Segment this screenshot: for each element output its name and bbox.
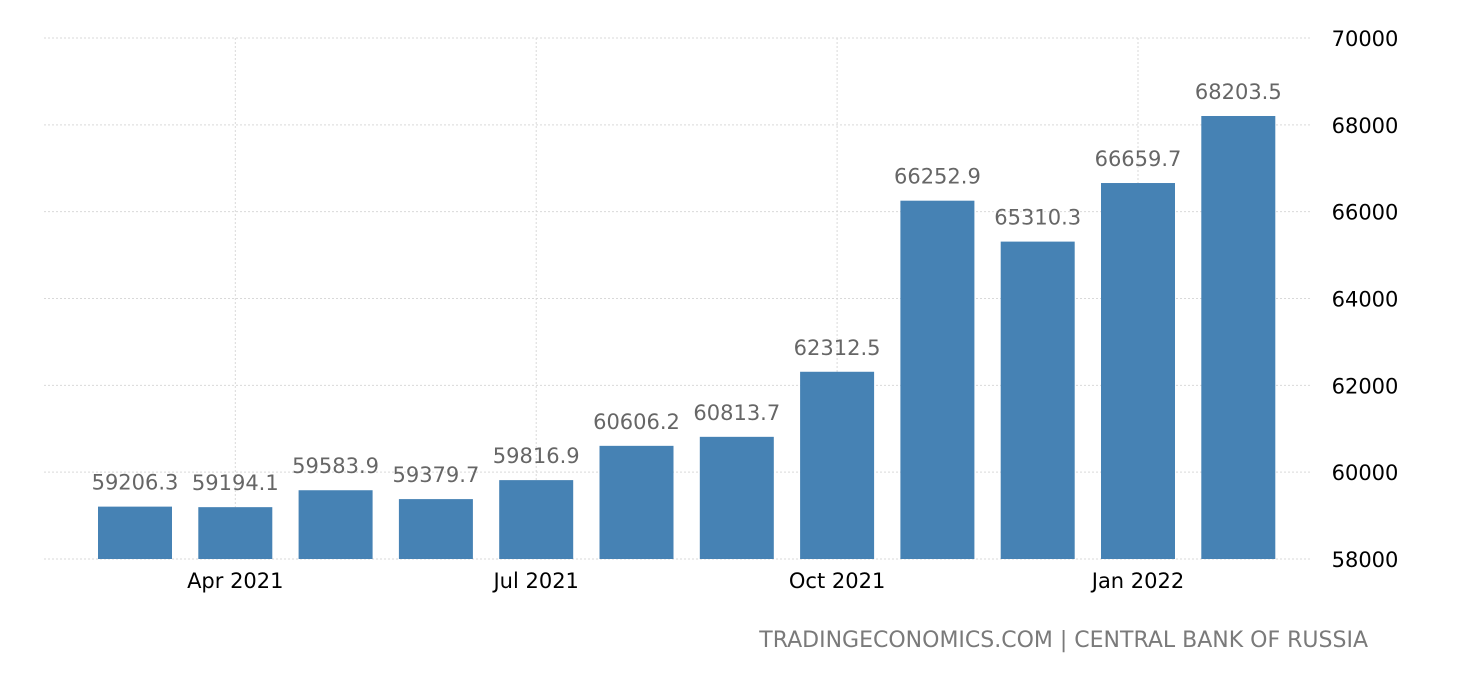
x-tick-label: Oct 2021 — [789, 569, 885, 593]
y-tick-label: 58000 — [1332, 548, 1399, 572]
x-tick-label: Jan 2022 — [1090, 569, 1185, 593]
y-axis: 58000 60000 62000 64000 66000 68000 70000 — [1332, 27, 1399, 572]
bar[interactable] — [800, 371, 875, 559]
x-axis: Apr 2021 Jul 2021 Oct 2021 Jan 2022 — [187, 569, 1184, 593]
source-attribution[interactable]: TRADINGECONOMICS.COM | CENTRAL BANK OF R… — [759, 628, 1368, 653]
x-tick-label: Jul 2021 — [491, 569, 578, 593]
bar[interactable] — [398, 499, 473, 559]
bar[interactable] — [298, 490, 373, 559]
bar[interactable] — [198, 507, 273, 559]
data-label: 66659.7 — [1095, 147, 1182, 171]
gridlines — [44, 37, 1312, 560]
data-label: 60606.2 — [593, 410, 680, 434]
data-label: 59583.9 — [292, 454, 379, 478]
data-label: 65310.3 — [994, 206, 1081, 230]
x-tick-label: Apr 2021 — [187, 569, 283, 593]
bars — [98, 115, 1276, 559]
data-label: 60813.7 — [693, 401, 780, 425]
bar[interactable] — [1101, 183, 1175, 559]
data-label: 68203.5 — [1195, 80, 1282, 104]
bar[interactable] — [900, 200, 975, 559]
data-label: 66252.9 — [894, 165, 981, 189]
y-tick-label: 68000 — [1332, 114, 1399, 138]
y-tick-label: 62000 — [1332, 374, 1399, 398]
data-label: 59816.9 — [493, 444, 580, 468]
data-label: 62312.5 — [794, 336, 881, 360]
bar[interactable] — [499, 480, 574, 559]
y-tick-label: 70000 — [1332, 27, 1399, 51]
bar[interactable] — [599, 445, 674, 559]
data-label: 59206.3 — [92, 471, 179, 495]
bar[interactable] — [1201, 115, 1276, 559]
bar[interactable] — [699, 436, 774, 559]
bar[interactable] — [1000, 241, 1075, 559]
data-label: 59379.7 — [392, 463, 479, 487]
y-tick-label: 66000 — [1332, 201, 1399, 225]
y-tick-label: 64000 — [1332, 288, 1399, 312]
y-tick-label: 60000 — [1332, 461, 1399, 485]
bar[interactable] — [98, 506, 172, 559]
data-labels: 59206.3 59194.1 59583.9 59379.7 59816.9 60606… — [92, 80, 1282, 495]
data-label: 59194.1 — [192, 471, 279, 495]
